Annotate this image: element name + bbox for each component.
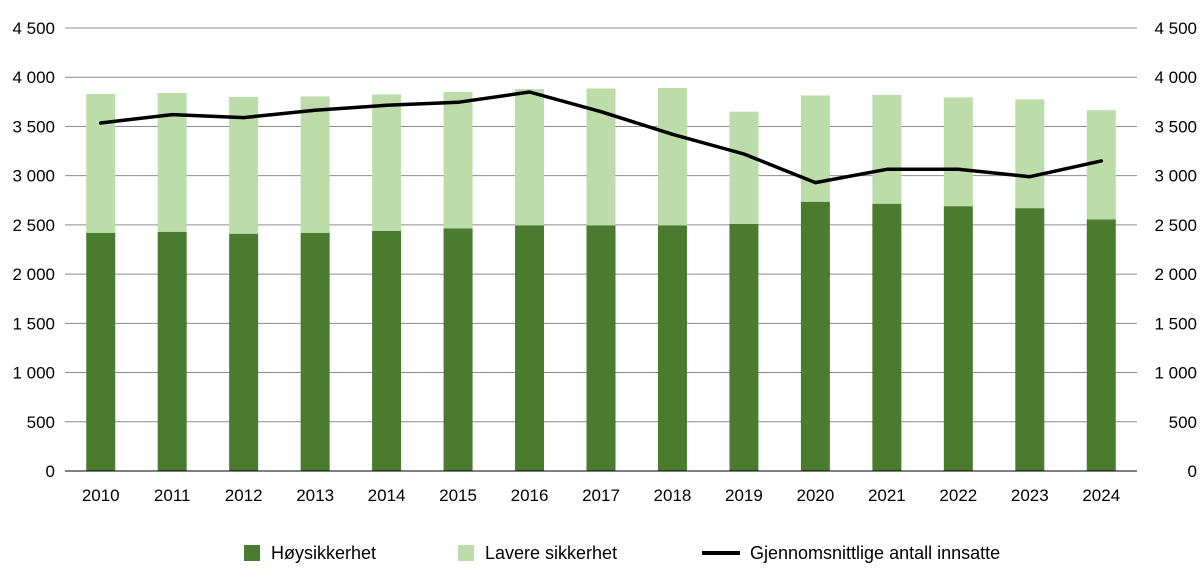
line-point-2016 <box>529 91 531 93</box>
bar-lavere-sikkerhet-2019 <box>729 111 759 224</box>
y-tick-label-left: 1 000 <box>12 364 55 383</box>
x-tick-label: 2015 <box>439 486 477 505</box>
y-tick-label-right: 0 <box>1188 462 1197 481</box>
x-tick-label: 2011 <box>154 486 191 505</box>
bar-lavere-sikkerhet-2014 <box>372 94 402 231</box>
y-tick-label-left: 2 000 <box>12 265 55 284</box>
y-tick-label-left: 2 500 <box>12 216 55 235</box>
bar-hoysikkerhet-2022 <box>943 206 973 471</box>
x-tick-label: 2019 <box>725 486 763 505</box>
bar-hoysikkerhet-2019 <box>729 223 759 471</box>
bar-lavere-sikkerhet-2015 <box>443 91 473 229</box>
x-tick-label: 2022 <box>939 486 977 505</box>
bar-hoysikkerhet-2014 <box>372 230 402 471</box>
line-point-2010 <box>100 122 102 124</box>
x-tick-label: 2013 <box>296 486 334 505</box>
line-point-2013 <box>314 109 316 111</box>
bar-hoysikkerhet-2016 <box>515 225 545 471</box>
bar-lavere-sikkerhet-2020 <box>800 95 830 202</box>
bar-hoysikkerhet-2012 <box>229 233 259 471</box>
bar-hoysikkerhet-2017 <box>586 225 616 471</box>
bar-lavere-sikkerhet-2024 <box>1086 110 1116 220</box>
x-tick-label: 2018 <box>654 486 692 505</box>
x-tick-label: 2020 <box>796 486 834 505</box>
bar-hoysikkerhet-2013 <box>300 232 330 471</box>
line-point-2014 <box>386 104 388 106</box>
bar-hoysikkerhet-2020 <box>800 201 830 471</box>
bar-hoysikkerhet-2011 <box>157 231 187 471</box>
bar-lavere-sikkerhet-2023 <box>1015 99 1045 209</box>
y-tick-label-left: 0 <box>46 462 55 481</box>
line-point-2015 <box>457 101 459 103</box>
legend-item-gjennomsnittlige-antall-innsatte: Gjennomsnittlige antall innsatte <box>702 543 1000 563</box>
bar-lavere-sikkerhet-2012 <box>229 96 259 234</box>
line-point-2024 <box>1100 160 1102 162</box>
ticks-layer: 0 0 500 500 1 000 1 000 1 500 1 500 2 000 2 000 2 … <box>12 19 1197 505</box>
bar-hoysikkerhet-2023 <box>1015 208 1045 472</box>
bar-hoysikkerhet-2021 <box>872 203 902 471</box>
bar-lavere-sikkerhet-2016 <box>515 89 545 226</box>
y-tick-label-right: 1 500 <box>1154 314 1197 333</box>
x-tick-label: 2023 <box>1011 486 1049 505</box>
y-tick-label-right: 4 000 <box>1154 68 1197 87</box>
x-tick-label: 2024 <box>1082 486 1120 505</box>
bar-hoysikkerhet-2010 <box>86 232 116 471</box>
x-tick-label: 2021 <box>868 486 906 505</box>
y-tick-label-right: 4 500 <box>1154 19 1197 38</box>
y-tick-label-left: 4 500 <box>12 19 55 38</box>
bar-lavere-sikkerhet-2013 <box>300 96 330 233</box>
y-tick-label-right: 3 500 <box>1154 117 1197 136</box>
line-point-2011 <box>171 114 173 116</box>
bars-layer <box>86 88 1116 472</box>
bar-hoysikkerhet-2024 <box>1086 219 1116 471</box>
bar-lavere-sikkerhet-2010 <box>86 93 116 233</box>
y-tick-label-right: 1 000 <box>1154 364 1197 383</box>
line-point-2018 <box>671 133 673 135</box>
x-tick-label: 2016 <box>511 486 549 505</box>
y-tick-label-right: 500 <box>1169 413 1197 432</box>
line-point-2023 <box>1029 176 1031 178</box>
line-point-2019 <box>743 153 745 155</box>
bar-lavere-sikkerhet-2018 <box>657 88 687 226</box>
x-tick-label: 2010 <box>82 486 120 505</box>
x-tick-label: 2017 <box>582 486 620 505</box>
line-point-2012 <box>243 117 245 119</box>
legend-swatch <box>458 545 474 561</box>
bar-hoysikkerhet-2018 <box>657 225 687 471</box>
y-tick-label-right: 3 000 <box>1154 167 1197 186</box>
legend-label: Høysikkerhet <box>271 543 376 563</box>
bar-hoysikkerhet-2015 <box>443 228 473 471</box>
y-tick-label-left: 500 <box>27 413 55 432</box>
legend-item-lavere-sikkerhet: Lavere sikkerhet <box>458 543 617 563</box>
x-tick-label: 2012 <box>225 486 263 505</box>
y-tick-label-left: 1 500 <box>12 314 55 333</box>
line-point-2020 <box>814 182 816 184</box>
legend-swatch <box>244 545 260 561</box>
line-point-2022 <box>957 168 959 170</box>
y-tick-label-right: 2 000 <box>1154 265 1197 284</box>
x-tick-label: 2014 <box>368 486 406 505</box>
line-point-2017 <box>600 111 602 113</box>
bar-lavere-sikkerhet-2022 <box>943 97 973 207</box>
y-tick-label-left: 4 000 <box>12 68 55 87</box>
y-tick-label-left: 3 000 <box>12 167 55 186</box>
line-point-2021 <box>886 168 888 170</box>
legend-label: Gjennomsnittlige antall innsatte <box>750 543 1000 563</box>
bar-lavere-sikkerhet-2021 <box>872 94 902 204</box>
legend-item-hoysikkerhet: Høysikkerhet <box>244 543 376 563</box>
y-tick-label-left: 3 500 <box>12 117 55 136</box>
y-tick-label-right: 2 500 <box>1154 216 1197 235</box>
legend: Høysikkerhet Lavere sikkerhet Gjennomsnitt… <box>244 543 1000 563</box>
line-layer <box>98 90 1104 185</box>
legend-label: Lavere sikkerhet <box>485 543 617 563</box>
